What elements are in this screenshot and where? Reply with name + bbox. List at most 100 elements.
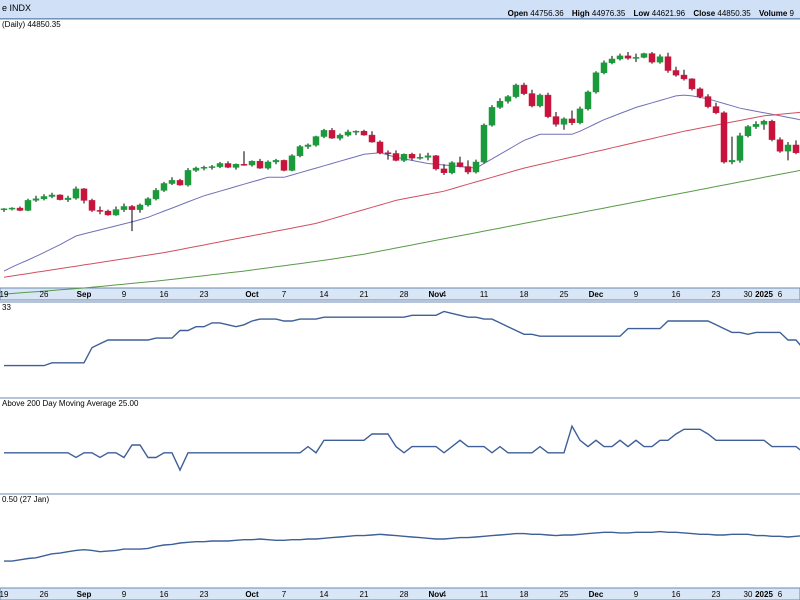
candle-body xyxy=(120,206,128,210)
indicator-3-label: 0.50 (27 Jan) xyxy=(2,495,50,504)
candle-body xyxy=(0,208,8,211)
candle-body xyxy=(240,164,248,166)
x-tick-label: 25 xyxy=(560,290,569,299)
candle-body xyxy=(312,136,320,146)
x-tick-label: 16 xyxy=(672,590,681,599)
x-tick-label: 21 xyxy=(360,290,369,299)
candle-body xyxy=(776,139,784,152)
candle-body xyxy=(608,58,616,64)
candle-body xyxy=(488,107,496,126)
candle-body xyxy=(192,167,200,171)
x-axis-bar-1 xyxy=(0,587,800,600)
x-tick-label: 23 xyxy=(712,290,721,299)
candle-body xyxy=(56,194,64,200)
candle-body xyxy=(624,55,632,59)
x-tick-label: 6 xyxy=(778,590,783,599)
x-tick-label: 9 xyxy=(634,290,639,299)
candle-body xyxy=(16,207,24,211)
candle-body xyxy=(72,188,80,199)
candle-body xyxy=(480,124,488,163)
x-tick-label: Nov xyxy=(428,590,444,599)
candle-body xyxy=(656,56,664,63)
candle-body xyxy=(200,167,208,169)
x-tick-label: 26 xyxy=(40,290,49,299)
indicator-1-label: 33 xyxy=(2,303,11,312)
candle-body xyxy=(160,183,168,191)
candle-body xyxy=(32,198,40,201)
candle-body xyxy=(184,170,192,186)
x-tick-label: 25 xyxy=(560,590,569,599)
x-tick-label: 23 xyxy=(200,290,209,299)
ma-line-2 xyxy=(3,169,800,295)
candle-body xyxy=(720,112,728,163)
x-tick-label: 14 xyxy=(320,590,329,599)
candle-body xyxy=(512,84,520,97)
candle-body xyxy=(176,180,184,186)
candle-body xyxy=(504,96,512,102)
candle-body xyxy=(472,161,480,173)
candle-body xyxy=(376,141,384,154)
candle-body xyxy=(448,162,456,173)
candle-body xyxy=(520,84,528,94)
candle-body xyxy=(296,146,304,157)
candle-body xyxy=(784,144,792,152)
candle-body xyxy=(552,116,560,125)
candle-body xyxy=(96,210,104,212)
candle-body xyxy=(216,163,224,167)
candle-body xyxy=(528,93,536,107)
candle-body xyxy=(208,166,216,168)
candle-body xyxy=(456,162,464,167)
candle-body xyxy=(104,210,112,216)
candle-body xyxy=(736,135,744,161)
candle-body xyxy=(568,118,576,123)
x-tick-label: 18 xyxy=(520,590,529,599)
x-tick-label: 16 xyxy=(672,290,681,299)
x-tick-label: 9 xyxy=(122,290,127,299)
candle-body xyxy=(576,108,584,123)
x-tick-label: 2025 xyxy=(755,590,773,599)
x-tick-label: 16 xyxy=(160,290,169,299)
indicator-2-line xyxy=(4,424,800,472)
candle-body xyxy=(496,100,504,108)
candle-body xyxy=(672,70,680,76)
x-tick-label: 30 xyxy=(744,590,753,599)
candle-body xyxy=(24,200,32,211)
candle-body xyxy=(464,166,472,173)
candle-body xyxy=(640,53,648,58)
x-tick-label: Nov xyxy=(428,290,444,299)
candle-body xyxy=(64,197,72,200)
candle-body xyxy=(696,88,704,97)
x-tick-label: 9 xyxy=(122,590,127,599)
x-tick-label: Dec xyxy=(589,590,604,599)
candle-body xyxy=(80,188,88,201)
candle-body xyxy=(168,180,176,184)
candle-body xyxy=(136,204,144,210)
candle-body xyxy=(752,124,760,127)
candle-body xyxy=(544,94,552,117)
candle-body xyxy=(600,62,608,74)
candle-body xyxy=(248,160,256,166)
candle-body xyxy=(336,134,344,139)
candle-body xyxy=(592,72,600,93)
candle-body xyxy=(584,91,592,110)
indicator-1-line xyxy=(4,310,800,367)
candle-body xyxy=(760,120,768,125)
ohlc-volume: Volume 9 xyxy=(759,9,794,18)
x-tick-label: 30 xyxy=(744,290,753,299)
x-tick-label: 4 xyxy=(442,590,447,599)
indicator-3-line xyxy=(4,530,800,562)
ohlc-readout: Open 44756.36 High 44976.35 Low 44621.96… xyxy=(508,9,800,18)
x-tick-label: 7 xyxy=(282,290,287,299)
ma-line-0 xyxy=(3,94,800,272)
candle-body xyxy=(408,154,416,159)
candle-body xyxy=(440,168,448,173)
x-tick-label: 26 xyxy=(40,590,49,599)
candle-body xyxy=(128,206,136,210)
candle-body xyxy=(392,153,400,161)
candle-body xyxy=(256,160,264,169)
candle-body xyxy=(304,144,312,147)
candle-body xyxy=(536,94,544,107)
candle-body xyxy=(680,74,688,80)
ohlc-low: Low 44621.96 xyxy=(633,9,686,18)
